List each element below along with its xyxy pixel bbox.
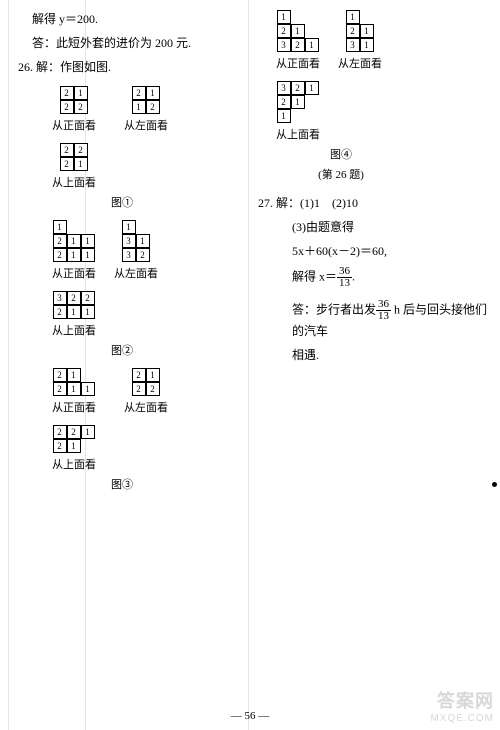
column-divider (248, 0, 249, 730)
answer-line-1: 答：步行者出发3613 h 后与回头接他们的汽车 (292, 299, 488, 340)
fraction: 3613 (376, 299, 391, 322)
figure-1-row2: 22 21 从上面看 图① (18, 143, 248, 210)
caption: 从上面看 (52, 322, 96, 338)
caption: 从左面看 (124, 117, 168, 133)
caption: 从正面看 (52, 117, 96, 133)
watermark-top: 答案网 (430, 687, 494, 713)
figure-label: 图④ (276, 146, 406, 162)
figure-4-row1: 1 21 321 从正面看 1 21 31 从左面看 (258, 10, 488, 71)
answer-line-2: 相遇. (292, 346, 488, 364)
fig4-left-view: 1 21 31 从左面看 (338, 10, 382, 71)
margin-line-1 (8, 0, 9, 730)
caption: 从上面看 (52, 456, 96, 472)
text-line: (3)由题意得 (292, 218, 488, 236)
fig2-top-view: 322 211 从上面看 (52, 291, 96, 338)
fig2-front-view: 1 211 211 从正面看 (52, 220, 96, 281)
page-number: — 56 — (0, 710, 500, 722)
fig1-top-view: 22 21 从上面看 (52, 143, 96, 190)
fig3-front-view: 21 211 从正面看 (52, 368, 96, 415)
caption: 从上面看 (276, 126, 320, 142)
watermark-bottom: MXQE.COM (430, 713, 494, 724)
dot-icon (492, 482, 497, 487)
figure-label: 图③ (52, 476, 192, 492)
caption: 从正面看 (52, 265, 96, 281)
equation: 5x＋60(x－2)＝60, (292, 242, 488, 260)
question-27-head: 27. 解：(1)1 (2)10 (258, 194, 488, 212)
text: 答：步行者出发 (292, 302, 376, 316)
caption: 从左面看 (338, 55, 382, 71)
text-line: 解得 y＝200. (32, 10, 248, 28)
fraction: 3613 (337, 266, 352, 289)
text: 解得 x＝ (292, 269, 337, 283)
watermark: 答案网 MXQE.COM (430, 687, 494, 724)
figure-label: 图① (52, 194, 192, 210)
page-root: 解得 y＝200. 答：此短外套的进价为 200 元. 26. 解：作图如图. … (0, 0, 500, 730)
caption: 从左面看 (124, 399, 168, 415)
question-26-head: 26. 解：作图如图. (18, 58, 248, 76)
fig3-top-view: 221 21 从上面看 (52, 425, 96, 472)
fig1-left-view: 21 12 从左面看 (124, 86, 168, 133)
fig4-top-view: 321 21 1 从上面看 (276, 81, 320, 142)
figure-2-row2: 322 211 从上面看 图② (18, 291, 248, 358)
figure-4-row2: 321 21 1 从上面看 图④ (第 26 题) (258, 81, 488, 182)
fig4-front-view: 1 21 321 从正面看 (276, 10, 320, 71)
figure-2-row1: 1 211 211 从正面看 1 31 32 从左面看 (18, 220, 248, 281)
left-column: 解得 y＝200. 答：此短外套的进价为 200 元. 26. 解：作图如图. … (18, 10, 248, 498)
caption: 从正面看 (52, 399, 96, 415)
text-line: 答：此短外套的进价为 200 元. (32, 34, 248, 52)
solve-line: 解得 x＝3613. (292, 266, 488, 289)
figure-ref: (第 26 题) (276, 166, 406, 182)
caption: 从正面看 (276, 55, 320, 71)
figure-1-row1: 21 22 从正面看 21 12 从左面看 (18, 86, 248, 133)
caption: 从上面看 (52, 174, 96, 190)
figure-label: 图② (52, 342, 192, 358)
fig2-left-view: 1 31 32 从左面看 (114, 220, 158, 281)
figure-3-row2: 221 21 从上面看 图③ (18, 425, 248, 492)
fig3-left-view: 21 22 从左面看 (124, 368, 168, 415)
caption: 从左面看 (114, 265, 158, 281)
figure-3-row1: 21 211 从正面看 21 22 从左面看 (18, 368, 248, 415)
text: . (352, 269, 355, 283)
fig1-front-view: 21 22 从正面看 (52, 86, 96, 133)
right-column: 1 21 321 从正面看 1 21 31 从左面看 (258, 10, 488, 370)
